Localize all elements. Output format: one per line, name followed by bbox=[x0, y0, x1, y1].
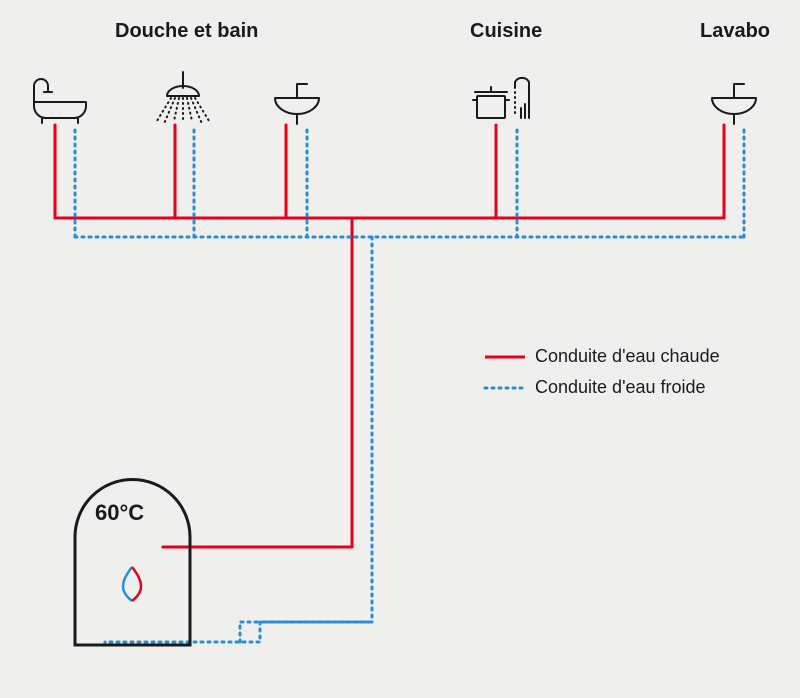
basin-icon bbox=[712, 84, 756, 124]
kitchen-icon bbox=[473, 78, 529, 118]
label-bath-group: Douche et bain bbox=[115, 20, 258, 43]
shower-icon bbox=[156, 72, 209, 122]
label-sink: Lavabo bbox=[700, 20, 770, 43]
bathtub-icon bbox=[34, 79, 86, 123]
legend-cold-text: Conduite d'eau froide bbox=[535, 377, 706, 398]
legend-hot-text: Conduite d'eau chaude bbox=[535, 346, 720, 367]
basin-icon bbox=[275, 84, 319, 124]
label-kitchen: Cuisine bbox=[470, 20, 542, 43]
tank-temperature: 60°C bbox=[95, 500, 144, 526]
water-drop-icon bbox=[123, 567, 141, 601]
